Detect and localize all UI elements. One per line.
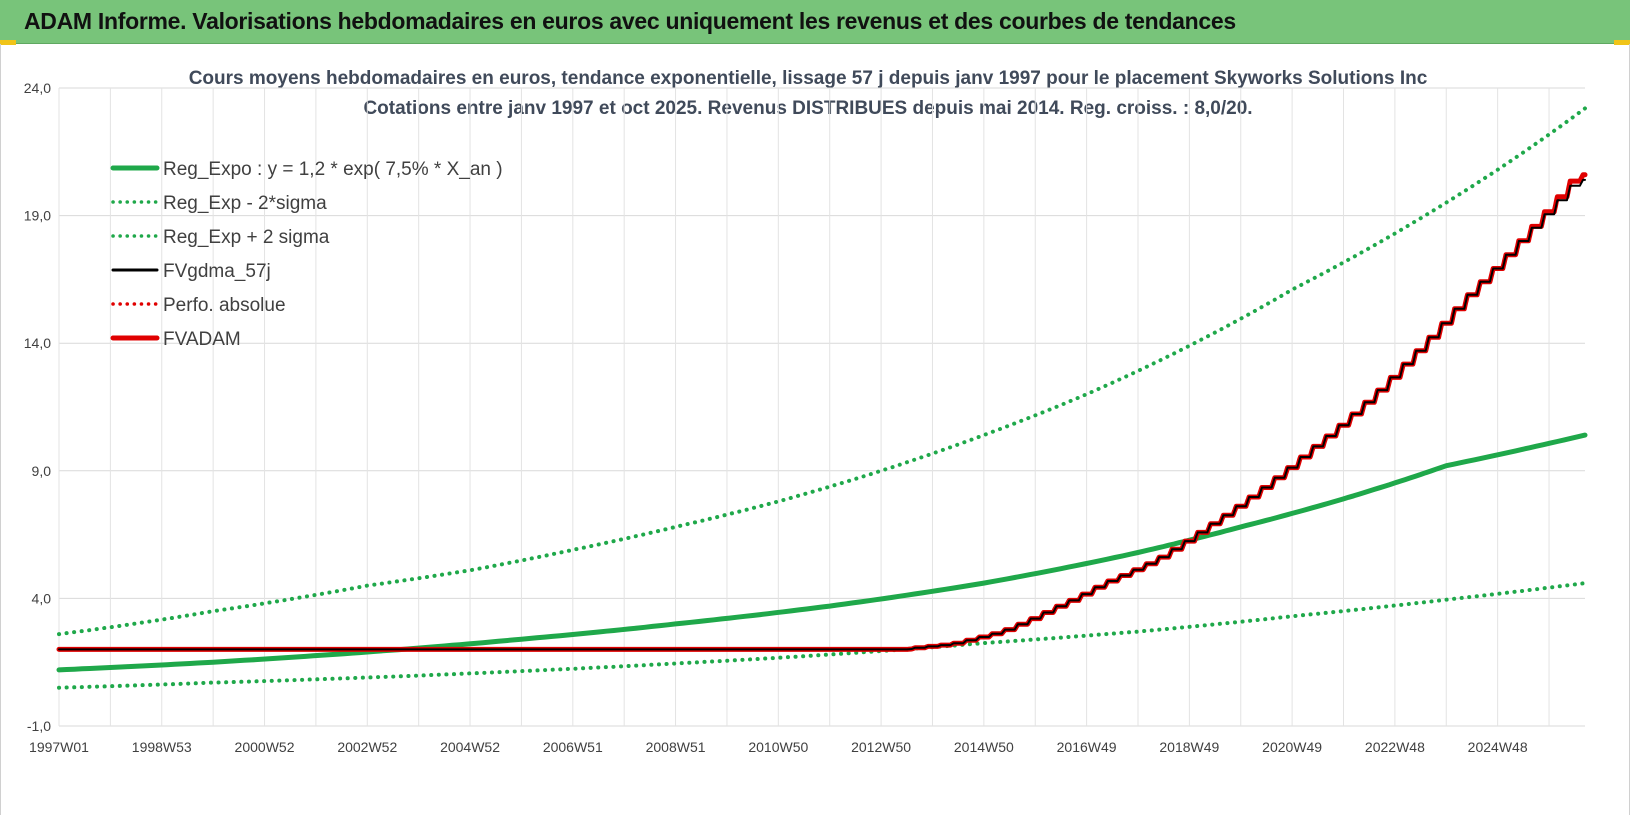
report-title: ADAM Informe. Valorisations hebdomadaire… [24, 8, 1236, 34]
series-line-0 [56, 432, 1588, 673]
x-tick-label: 1998W53 [132, 739, 192, 755]
axis-labels: -1,0 4,0 9,0 14,0 19,0 24,0 1997W01 1998W53 2000… [24, 80, 1528, 755]
x-tick-label: 2004W52 [440, 739, 500, 755]
chart-area: Cours moyens hebdomadaires en euros, ten… [0, 44, 1630, 815]
y-tick-label: 9,0 [32, 463, 52, 479]
x-tick-label: 2000W52 [235, 739, 295, 755]
x-tick-label: 1997W01 [29, 739, 89, 755]
x-tick-label: 2016W49 [1057, 739, 1117, 755]
legend-entry: Reg_Exp - 2*sigma [163, 193, 327, 214]
legend-entry: FVgdma_57j [163, 261, 271, 282]
chart-subtitle: Cotations entre janv 1997 et oct 2025. R… [363, 98, 1252, 119]
series-group [56, 106, 1588, 690]
x-tick-label: 2022W48 [1365, 739, 1425, 755]
corner-marker-right [1614, 40, 1630, 45]
series-line-1 [57, 581, 1587, 690]
series-line-2 [57, 106, 1587, 637]
x-tick-label: 2010W50 [748, 739, 808, 755]
legend-entry: Reg_Exp + 2 sigma [163, 227, 330, 248]
chart-title: Cours moyens hebdomadaires en euros, ten… [189, 68, 1428, 89]
legend-entry: Reg_Expo : y = 1,2 * exp( 7,5% * X_an ) [163, 159, 503, 180]
y-tick-label: 14,0 [24, 335, 51, 351]
legend-entry: FVADAM [163, 329, 241, 350]
x-tick-label: 2012W50 [851, 739, 911, 755]
y-tick-label: 19,0 [24, 208, 51, 224]
report-banner: ADAM Informe. Valorisations hebdomadaire… [0, 0, 1630, 44]
x-tick-label: 2018W49 [1159, 739, 1219, 755]
x-tick-label: 2020W49 [1262, 739, 1322, 755]
legend: Reg_Expo : y = 1,2 * exp( 7,5% * X_an ) R… [110, 159, 503, 350]
corner-marker-left [0, 40, 16, 45]
x-tick-label: 2024W48 [1468, 739, 1528, 755]
y-tick-label: -1,0 [27, 718, 51, 734]
y-tick-label: 24,0 [24, 80, 51, 96]
line-chart: Cours moyens hebdomadaires en euros, ten… [24, 68, 1588, 755]
x-tick-label: 2002W52 [337, 739, 397, 755]
y-tick-label: 4,0 [32, 590, 52, 606]
x-tick-label: 2008W51 [646, 739, 706, 755]
x-tick-label: 2014W50 [954, 739, 1014, 755]
series-line-3 [58, 178, 1586, 651]
grid [58, 87, 1585, 727]
legend-entry: Perfo. absolue [163, 295, 286, 316]
x-tick-label: 2006W51 [543, 739, 603, 755]
